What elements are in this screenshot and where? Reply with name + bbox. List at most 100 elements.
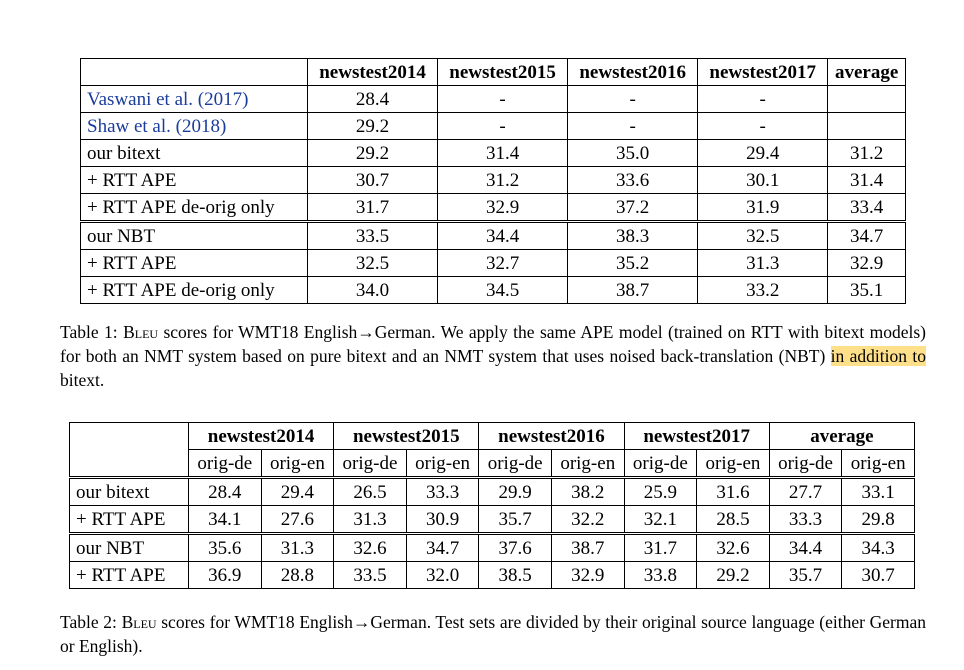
- score-cell: 31.2: [437, 166, 569, 194]
- score-cell: 34.1: [188, 505, 262, 534]
- score-cell: 31.4: [827, 166, 906, 194]
- score-cell: 25.9: [623, 476, 698, 506]
- table-1: newstest2014 newstest2015 newstest2016 n…: [80, 58, 906, 304]
- score-cell: 30.1: [697, 166, 829, 194]
- table-2-row: + RTT APE 36.9 28.8 33.5 32.0 38.5 32.9 33.8 29.…: [69, 561, 915, 589]
- table-2-corner-cell: [69, 422, 189, 478]
- score-cell: 28.4: [306, 85, 439, 113]
- score-cell: 33.5: [333, 561, 407, 589]
- score-cell: 29.2: [306, 139, 439, 167]
- table-1-row: our NBT 33.5 34.4 38.3 32.5 34.7: [80, 220, 906, 250]
- score-cell: 34.0: [306, 276, 439, 304]
- score-cell: 33.1: [841, 476, 915, 506]
- score-cell: 34.4: [768, 532, 843, 562]
- score-cell: 32.5: [306, 249, 439, 277]
- score-cell: 33.8: [623, 561, 698, 589]
- score-cell: 34.5: [437, 276, 569, 304]
- score-cell: -: [697, 112, 829, 140]
- score-cell: 28.5: [696, 505, 770, 534]
- caption-prefix: Table 2:: [60, 612, 122, 632]
- caption-text: bitext.: [60, 370, 105, 390]
- score-cell: 34.7: [827, 220, 906, 250]
- table-2-row: our NBT 35.6 31.3 32.6 34.7 37.6 38.7 31.7 32.6 3…: [69, 532, 915, 562]
- table-1-row: + RTT APE 32.5 32.7 35.2 31.3 32.9: [80, 249, 906, 277]
- score-cell: 28.8: [260, 561, 335, 589]
- table-1-row: Shaw et al. (2018) 29.2- - -: [80, 112, 906, 140]
- score-cell: 37.6: [478, 532, 552, 562]
- table-2-subheader-row: orig-de orig-en orig-de orig-en orig-de orig-…: [70, 449, 915, 478]
- table-1-row: + RTT APE de-orig only 31.7 32.9 37.2 31.9 33…: [80, 193, 906, 222]
- score-cell: 27.7: [768, 476, 843, 506]
- caption-text: scores for WMT18 English→German. Test se…: [60, 612, 927, 656]
- table-1-caption: Table 1: Bleu scores for WMT18 English→G…: [60, 320, 926, 392]
- score-cell: 32.5: [697, 220, 829, 250]
- score-cell: 28.4: [188, 476, 262, 506]
- table-1-col-header: average: [827, 58, 906, 86]
- score-cell: 33.5: [306, 220, 439, 250]
- score-cell: 29.2: [306, 112, 439, 140]
- score-cell: 35.7: [478, 505, 552, 534]
- score-cell: 31.6: [696, 476, 770, 506]
- score-cell: 33.6: [567, 166, 699, 194]
- row-label: + RTT APE: [69, 561, 189, 589]
- score-cell: 33.2: [697, 276, 829, 304]
- row-label: + RTT APE de-orig only: [80, 276, 308, 304]
- score-cell: -: [567, 85, 699, 113]
- table-2-subcol-header: orig-de: [188, 449, 262, 478]
- row-label: + RTT APE: [80, 166, 308, 194]
- highlighted-text: in addition to: [830, 346, 926, 366]
- score-cell: 38.7: [567, 276, 699, 304]
- score-cell: 32.9: [550, 561, 625, 589]
- row-label: + RTT APE: [80, 249, 308, 277]
- score-cell: 38.7: [550, 532, 625, 562]
- table-1-corner-cell: [80, 58, 308, 86]
- score-cell: 31.4: [437, 139, 569, 167]
- row-label: our NBT: [80, 220, 308, 250]
- score-cell: 32.2: [550, 505, 625, 534]
- score-cell: -: [567, 112, 699, 140]
- score-cell: 34.3: [841, 532, 915, 562]
- table-2-subcol-header: orig-de: [768, 449, 843, 478]
- citation-link[interactable]: Vaswani et al. (2017): [80, 85, 308, 113]
- table-2-caption: Table 2: Bleu scores for WMT18 English→G…: [60, 610, 926, 658]
- score-cell: 31.3: [333, 505, 407, 534]
- score-cell: 29.4: [697, 139, 829, 167]
- table-2-group-header: newstest2014: [187, 422, 335, 450]
- score-cell: 29.4: [260, 476, 335, 506]
- score-cell: 33.3: [405, 476, 480, 506]
- row-label: our bitext: [69, 476, 189, 506]
- citation-link[interactable]: Shaw et al. (2018): [80, 112, 308, 140]
- score-cell: 38.3: [567, 220, 699, 250]
- table-2-group-header: newstest2015: [333, 422, 480, 450]
- score-cell: 32.7: [437, 249, 569, 277]
- score-cell: 29.2: [696, 561, 770, 589]
- table-2-subcol-header: orig-en: [405, 449, 480, 478]
- score-cell: 26.5: [333, 476, 407, 506]
- row-label: our NBT: [69, 532, 189, 562]
- score-cell: 35.6: [188, 532, 262, 562]
- table-2-subcol-header: orig-en: [841, 449, 915, 478]
- table-2-group-header: average: [768, 422, 916, 450]
- table-2-row: our bitext 28.4 29.4 26.5 33.3 29.9 38.2 25.9 31…: [69, 476, 915, 506]
- table-1-header-row: newstest2014 newstest2015 newstest2016 n…: [80, 58, 906, 86]
- score-cell: 32.9: [827, 249, 906, 277]
- score-cell: 31.2: [827, 139, 906, 167]
- table-2-subcol-header: orig-de: [478, 449, 552, 478]
- table-2-subcol-header: orig-en: [550, 449, 625, 478]
- score-cell: [827, 85, 906, 113]
- table-1-row: + RTT APE 30.7 31.2 33.6 30.1 31.4: [80, 166, 906, 194]
- bleu-label: Bleu: [121, 612, 157, 632]
- score-cell: 32.6: [333, 532, 407, 562]
- score-cell: 29.9: [478, 476, 552, 506]
- table-1-col-header: newstest2017: [697, 58, 829, 86]
- score-cell: 32.9: [437, 193, 569, 222]
- score-cell: 30.7: [841, 561, 915, 589]
- score-cell: 38.2: [550, 476, 625, 506]
- score-cell: 31.7: [306, 193, 439, 222]
- score-cell: 30.9: [405, 505, 480, 534]
- score-cell: 37.2: [567, 193, 699, 222]
- table-1-col-header: newstest2014: [306, 58, 439, 86]
- bleu-label: Bleu: [123, 322, 159, 342]
- score-cell: [827, 112, 906, 140]
- score-cell: 31.7: [623, 532, 698, 562]
